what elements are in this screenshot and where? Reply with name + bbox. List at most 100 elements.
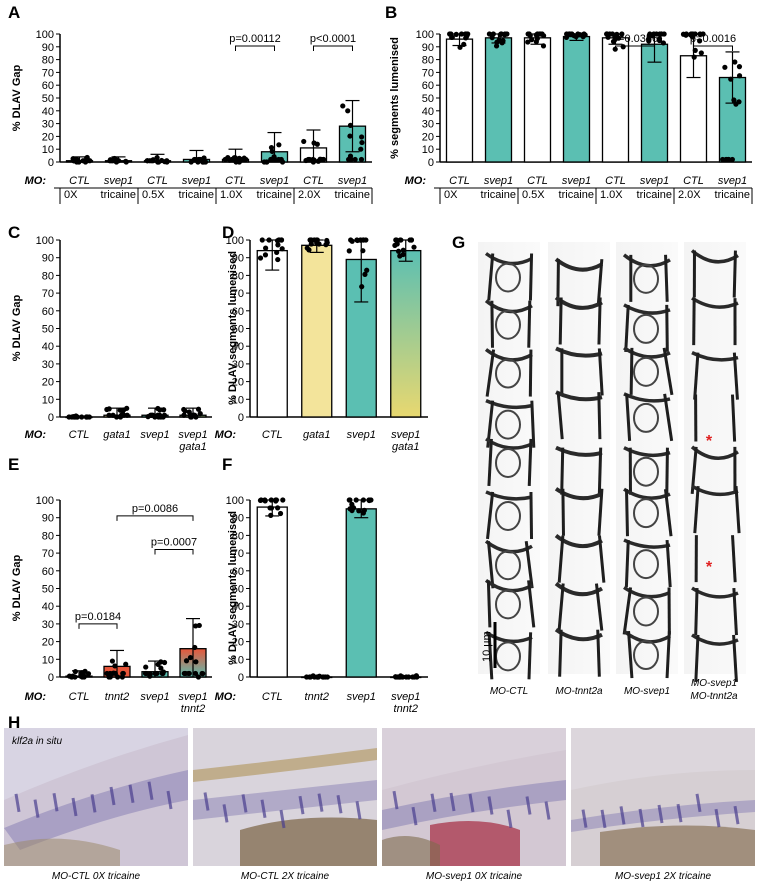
y-tick-label: 90	[232, 253, 244, 265]
significance-bracket	[615, 45, 655, 51]
vessel-segment	[594, 583, 604, 631]
data-point	[660, 40, 666, 46]
y-tick-label: 0	[238, 672, 244, 684]
vessel-segment	[732, 250, 737, 298]
data-point	[310, 159, 316, 165]
vessel-loop	[495, 447, 521, 478]
vessel-segment	[527, 300, 532, 348]
data-point	[657, 31, 663, 37]
data-point	[192, 644, 198, 651]
x-tick-label: svep1	[640, 175, 669, 187]
group-label: tricaine	[257, 189, 292, 201]
p-value-label: p=0.0356	[612, 33, 658, 45]
data-point	[124, 412, 130, 418]
stained-vessel	[581, 809, 588, 828]
data-point	[502, 32, 508, 38]
data-point	[192, 670, 199, 677]
group-label: 0.5X	[142, 189, 165, 201]
vessel-segment	[665, 447, 669, 495]
y-tick-label: 20	[42, 377, 54, 389]
chart-f: 0 10 20 30 40 50 60 70 80 90 100 % DLAV segments lu…	[215, 495, 428, 715]
data-point	[732, 59, 738, 65]
x-tick-label: gata1	[103, 429, 131, 441]
y-tick-label: 90	[42, 513, 54, 525]
data-point	[347, 506, 353, 512]
stained-vessel	[71, 797, 78, 817]
y-tick-label: 20	[42, 131, 54, 143]
group-label: tricaine	[559, 189, 594, 201]
data-point	[736, 73, 743, 79]
data-point	[279, 159, 286, 165]
group-label: 0X	[64, 189, 78, 201]
vessel-segment	[625, 489, 629, 537]
x-tick-label: svep1	[140, 691, 169, 703]
y-tick-label: 100	[36, 235, 54, 247]
vessel-loop	[633, 313, 659, 344]
vessel-network	[484, 249, 741, 683]
data-point	[158, 414, 164, 420]
stained-vessel	[714, 808, 721, 828]
data-point	[275, 505, 281, 511]
vessel-segment	[527, 632, 533, 680]
y-tick-label: 40	[42, 106, 54, 118]
data-point	[152, 670, 158, 677]
vessel-segment	[556, 392, 564, 440]
x-tick-label: CTL	[69, 175, 90, 187]
data-point	[449, 34, 455, 40]
data-point	[274, 238, 281, 244]
data-point	[107, 674, 113, 680]
data-point	[155, 159, 161, 165]
data-point	[193, 659, 199, 665]
data-point	[533, 39, 539, 45]
significance-bracket	[693, 45, 733, 51]
bar	[523, 37, 552, 163]
vessel-segment	[486, 491, 495, 540]
y-tick-label: 70	[232, 288, 244, 300]
y-tick-label: 100	[226, 235, 244, 247]
stained-vessel	[657, 804, 664, 824]
y-tick-label: 40	[42, 601, 54, 613]
y-tick-label: 70	[232, 548, 244, 560]
data-point	[360, 497, 367, 503]
stained-vessel	[336, 795, 343, 814]
data-point	[263, 245, 269, 251]
missing-segment-star-2: *	[706, 559, 713, 576]
data-point	[619, 31, 625, 37]
data-point	[115, 674, 121, 680]
y-tick-label: 80	[232, 270, 244, 282]
p-value-label: p=0.0007	[151, 537, 197, 549]
data-point	[69, 674, 75, 680]
stained-vessel	[600, 809, 607, 829]
vessel-segment	[625, 393, 632, 441]
y-tick-label: 50	[422, 93, 434, 105]
vessel-loop	[633, 596, 659, 627]
y-axis-label: % DLAV Gap	[11, 295, 23, 362]
data-point	[691, 54, 697, 60]
p-value-label: p<0.0001	[310, 33, 356, 45]
stained-vessel	[279, 809, 286, 829]
data-point	[463, 34, 469, 40]
micrograph-label-1: MO-CTL	[490, 686, 528, 697]
y-tick-label: 70	[42, 67, 54, 79]
y-tick-label: 80	[42, 530, 54, 542]
panel-letter-b: B	[385, 3, 397, 22]
data-point	[321, 674, 327, 680]
data-point	[71, 414, 77, 420]
data-point	[72, 668, 78, 675]
y-tick-label: 80	[422, 55, 434, 67]
data-point	[358, 134, 365, 140]
vessel-segment	[554, 533, 603, 549]
chart-d: 0 10 20 30 40 50 60 70 80 90 100 % DLAV segments lu…	[215, 235, 428, 453]
panel-g-micrographs: 10 µm * * MO-CTL MO-tnnt2a MO-svep1 MO-s…	[478, 242, 746, 702]
bar	[390, 249, 422, 418]
group-label: tricaine	[179, 189, 214, 201]
micrograph-label-4-line2: MO-tnnt2a	[690, 691, 738, 702]
x-tick-label: CTL	[262, 691, 283, 703]
data-point	[183, 658, 190, 664]
y-tick-label: 60	[422, 80, 434, 92]
data-point	[120, 411, 126, 417]
group-label: tricaine	[335, 189, 370, 201]
micrograph-label-3: MO-svep1	[624, 686, 670, 697]
vessel-segment	[731, 535, 737, 583]
